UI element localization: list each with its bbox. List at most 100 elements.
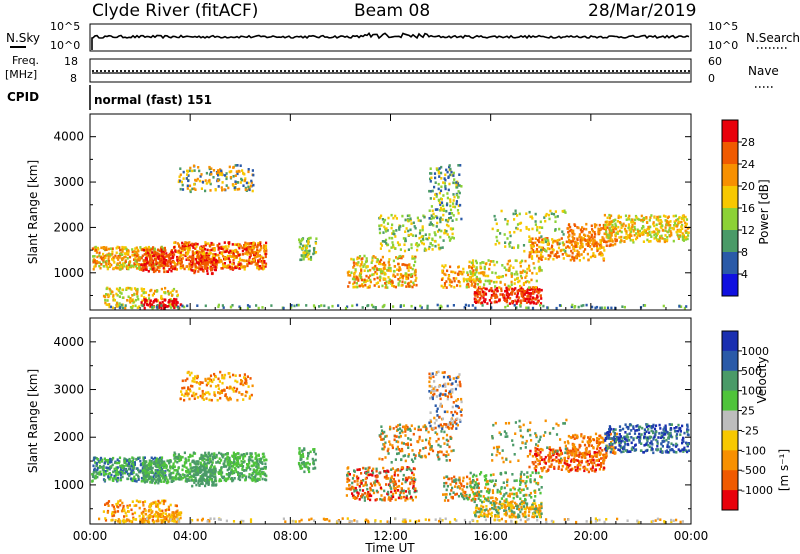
echo-cell [142, 471, 145, 475]
echo-cell [104, 298, 107, 302]
echo-cell [506, 219, 509, 223]
echo-cell [568, 246, 571, 249]
echo-cell [662, 214, 666, 218]
echo-cell [208, 392, 211, 396]
echo-cell [107, 247, 110, 251]
echo-cell [160, 248, 163, 252]
echo-cell [377, 285, 380, 288]
echo-cell [138, 506, 141, 510]
echo-cell [536, 288, 539, 292]
echo-cell [357, 261, 360, 264]
echo-cell [552, 212, 556, 216]
echo-cell [215, 483, 218, 486]
echo-cell [208, 178, 211, 182]
echo-cell [136, 252, 139, 256]
echo-cell [670, 231, 673, 235]
echo-cell [239, 164, 242, 167]
echo-cell [515, 226, 518, 230]
echo-cell [179, 397, 182, 400]
echo-cell [214, 188, 217, 191]
echo-cell [161, 472, 165, 476]
echo-cell [200, 479, 203, 482]
power-heatmap [91, 164, 690, 310]
echo-cell [100, 459, 104, 462]
echo-cell [386, 222, 390, 225]
echo-cell [439, 246, 442, 250]
echo-cell [196, 266, 199, 269]
echo-cell [217, 173, 220, 177]
echo-cell [146, 478, 149, 482]
echo-cell [131, 470, 134, 474]
echo-cell [94, 476, 97, 480]
echo-cell [183, 475, 186, 479]
echo-cell [551, 248, 554, 251]
echo-cell [542, 241, 545, 244]
echo-cell [152, 471, 155, 475]
echo-cell [123, 457, 126, 460]
echo-cell [614, 306, 617, 310]
echo-cell [250, 473, 253, 477]
echo-cell [555, 256, 558, 259]
echo-cell [534, 298, 537, 301]
echo-cell [156, 289, 159, 292]
echo-cell [193, 263, 196, 266]
echo-cell [625, 218, 628, 221]
echo-cell [562, 233, 565, 236]
echo-cell [184, 458, 187, 462]
echo-cell [664, 215, 667, 218]
echo-cell [151, 305, 154, 309]
echo-cell [476, 278, 479, 281]
echo-cell [118, 261, 122, 264]
echo-cell [205, 458, 208, 462]
echo-cell [238, 187, 241, 191]
echo-cell [250, 452, 253, 455]
echo-cell [248, 242, 251, 245]
echo-cell [462, 270, 465, 274]
echo-cell [436, 208, 439, 211]
echo-cell [380, 268, 383, 271]
echo-cell [102, 256, 105, 260]
echo-cell [622, 222, 625, 226]
echo-cell [174, 265, 177, 269]
echo-cell [172, 304, 175, 308]
echo-cell [389, 267, 392, 270]
echo-cell [165, 255, 169, 258]
echo-cell [504, 305, 507, 309]
echo-cell [234, 463, 237, 466]
echo-cell [611, 223, 614, 227]
echo-cell [526, 267, 529, 271]
echo-cell [540, 248, 543, 252]
echo-cell [146, 251, 149, 255]
echo-cell [490, 279, 493, 283]
echo-cell [125, 459, 128, 463]
echo-cell [470, 278, 473, 282]
echo-cell [440, 278, 444, 281]
echo-cell [369, 278, 372, 282]
echo-cell [238, 456, 241, 460]
echo-cell [404, 272, 407, 275]
echo-cell [139, 246, 142, 249]
echo-cell [142, 478, 145, 481]
echo-cell [215, 455, 218, 459]
echo-cell [540, 253, 543, 256]
echo-cell [440, 185, 443, 189]
echo-cell [592, 241, 595, 244]
echo-cell [175, 303, 178, 307]
echo-cell [255, 462, 258, 466]
echo-cell [610, 306, 613, 310]
echo-cell [149, 299, 152, 303]
echo-cell [516, 214, 519, 217]
echo-cell [156, 503, 159, 507]
echo-cell [199, 467, 202, 470]
echo-cell [149, 267, 152, 271]
echo-cell [191, 484, 194, 488]
echo-cell [224, 453, 227, 456]
echo-cell [546, 247, 549, 250]
nave-tick-bottom: 0 [708, 72, 715, 85]
echo-cell [627, 223, 630, 226]
echo-cell [256, 469, 259, 472]
echo-cell [373, 284, 376, 287]
echo-cell [199, 251, 202, 254]
echo-cell [531, 227, 534, 231]
echo-cell [205, 383, 208, 387]
